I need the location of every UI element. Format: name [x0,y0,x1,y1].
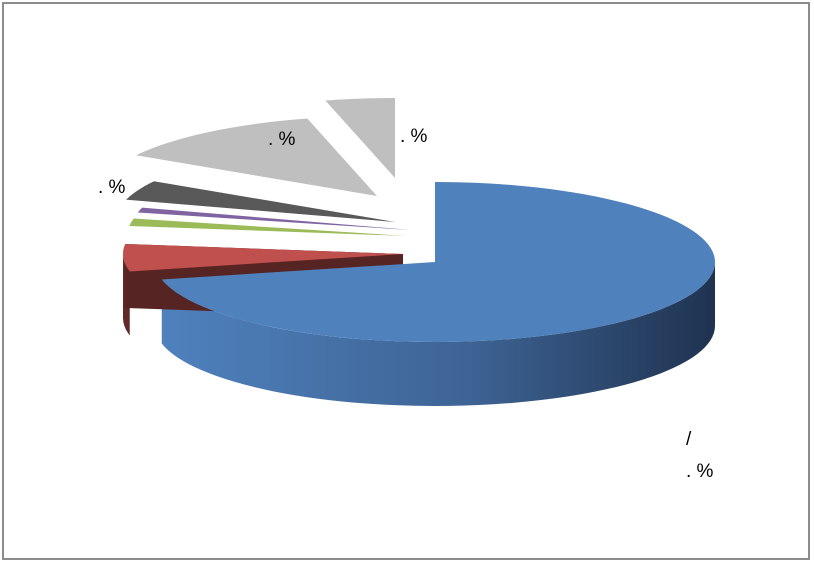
data-label-1-line-1: / [686,429,692,450]
pie-slice-5 [126,181,395,222]
pie-slice-6 [135,118,377,196]
pie-slice-3 [129,218,407,236]
pie-slice-2 [123,243,404,272]
data-label-6-line-2: . % [268,129,296,150]
data-label-1-line-2: . % [686,461,714,482]
data-label-7-line-2: . % [400,126,428,147]
pie-slice-4 [137,207,412,230]
pie-slice-7 [325,98,395,178]
pie-slice-1 [161,182,715,342]
data-label-2-line-2: . % [98,177,126,198]
pie-slice-side-1 [161,262,716,407]
